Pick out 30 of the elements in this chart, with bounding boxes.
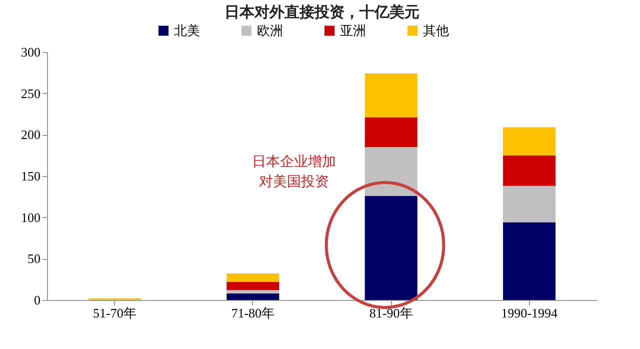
bar [503,155,556,186]
bar [226,290,280,294]
y-tick-label: 150 [21,168,40,184]
bar [364,196,418,300]
chart-title: 日本对外直接投资，十亿美元 [224,3,420,21]
bar [503,222,556,300]
bar [364,73,418,118]
y-tick-label: 200 [21,127,40,142]
x-tick-label: 1990-1994 [501,306,558,320]
bar [226,282,280,290]
bar [226,274,280,282]
x-tick-label: 71-80年 [231,306,275,320]
y-tick-label: 0 [34,292,40,308]
x-tick-label: 81-90年 [369,306,413,320]
bar [364,147,418,196]
x-tick-label: 51-70年 [93,306,136,320]
annotation: 日本企业增加 [252,154,336,170]
annotation: 对美国投资 [259,174,329,190]
legend-label: 欧洲 [257,24,283,39]
y-tick-label: 250 [21,86,40,101]
legend-label: 亚洲 [340,24,366,39]
y-tick-label: 50 [28,251,40,266]
bar [503,127,556,156]
legend-label: 北美 [174,22,200,39]
y-tick-label: 300 [21,44,40,60]
bar [503,186,556,222]
y-tick-label: 100 [21,210,40,225]
bar [226,293,280,300]
legend-label: 其他 [423,24,449,39]
bar [364,117,418,148]
